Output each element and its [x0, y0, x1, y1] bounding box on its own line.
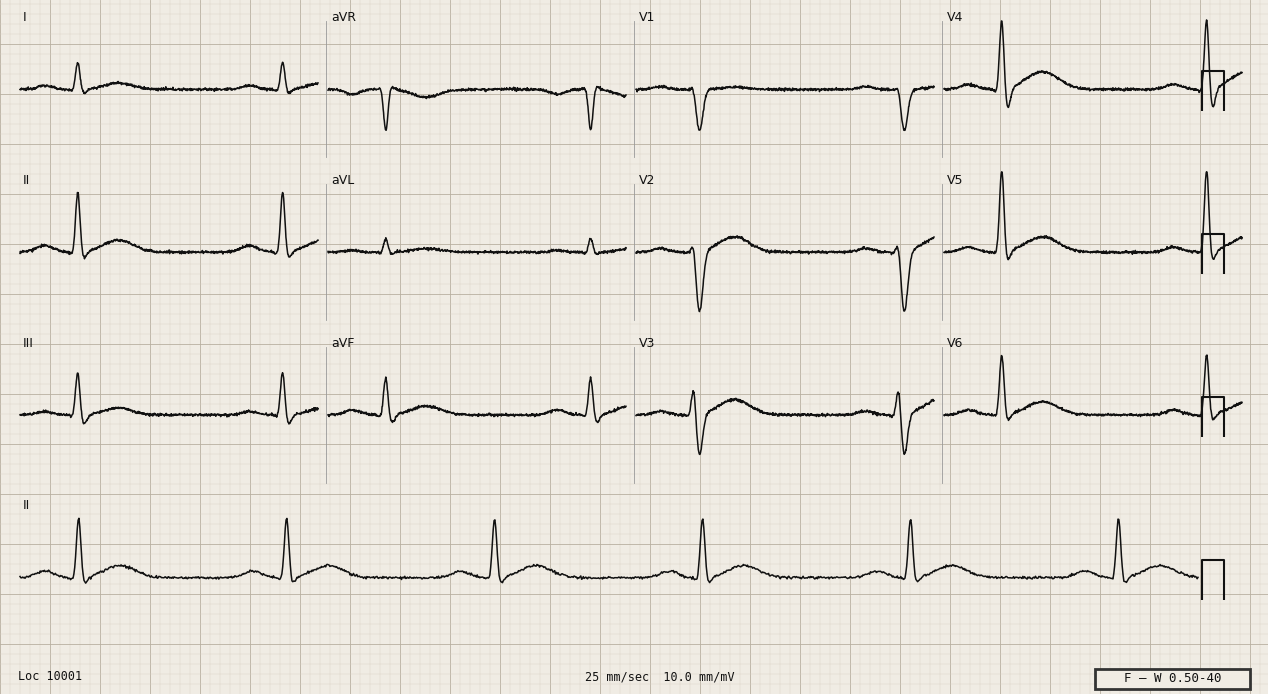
Text: V4: V4 [947, 11, 964, 24]
Text: III: III [23, 337, 34, 350]
Text: V2: V2 [639, 174, 656, 187]
Text: 25 mm/sec  10.0 mm/mV: 25 mm/sec 10.0 mm/mV [585, 670, 734, 683]
Text: I: I [23, 11, 27, 24]
Text: II: II [23, 499, 30, 512]
Text: aVF: aVF [331, 337, 354, 350]
FancyBboxPatch shape [1096, 669, 1250, 689]
Text: V5: V5 [947, 174, 964, 187]
Text: V3: V3 [639, 337, 656, 350]
Text: II: II [23, 174, 30, 187]
Text: Loc 10001: Loc 10001 [18, 670, 82, 683]
Text: F – W 0.50-40: F – W 0.50-40 [1123, 672, 1221, 686]
Text: V6: V6 [947, 337, 964, 350]
Text: aVL: aVL [331, 174, 354, 187]
Text: aVR: aVR [331, 11, 356, 24]
Text: V1: V1 [639, 11, 656, 24]
